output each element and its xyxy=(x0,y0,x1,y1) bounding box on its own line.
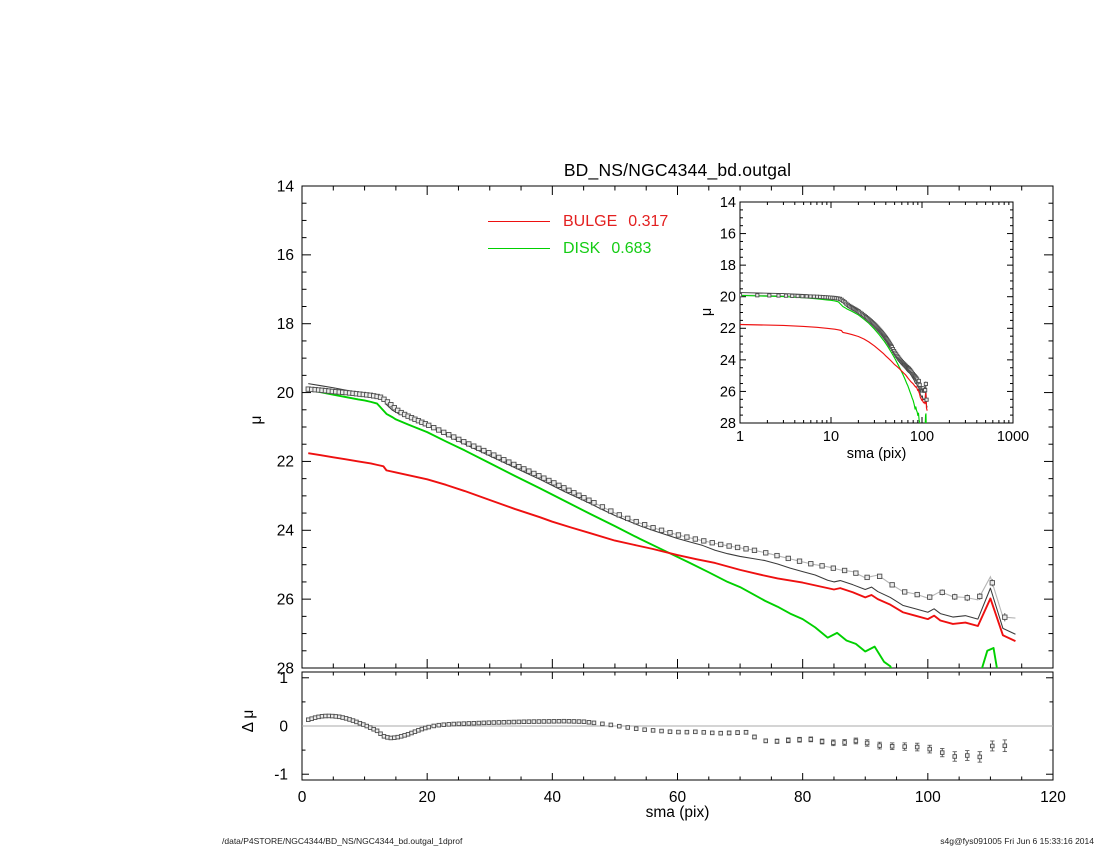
legend: BULGE 0.317 DISK 0.683 xyxy=(488,208,668,262)
legend-label: DISK xyxy=(563,239,601,257)
main-panel: 14 16 18 20 22 24 26 28 xyxy=(277,178,1054,677)
tick-label: 28 xyxy=(720,416,736,432)
tick-label: 0 xyxy=(298,789,307,806)
legend-item-disk: DISK 0.683 xyxy=(488,235,668,262)
residual-panel: 0 20 40 60 80 100 120 1 0 -1 xyxy=(274,670,1066,806)
legend-value: 0.317 xyxy=(628,212,669,230)
legend-value: 0.683 xyxy=(611,239,652,257)
x-axis-label: sma (pix) xyxy=(645,804,710,821)
tick-label: 120 xyxy=(1040,789,1066,806)
tick-label: 20 xyxy=(419,789,437,806)
tick-label: 26 xyxy=(720,384,736,400)
bulge-line xyxy=(740,323,928,411)
tick-label: 20 xyxy=(277,385,295,402)
tick-label: 14 xyxy=(277,178,295,195)
inset-x-axis-label: sma (pix) xyxy=(846,446,907,462)
inset-panel: 1 10 100 1000 14 16 18 20 22 24 26 28 xyxy=(720,195,1029,445)
tick-label: 60 xyxy=(669,789,687,806)
tick-label: 22 xyxy=(277,454,294,471)
disk-line-swatch xyxy=(488,247,550,250)
tick-label: 100 xyxy=(915,789,941,806)
tick-label: 28 xyxy=(277,660,294,677)
observed-line xyxy=(740,294,928,401)
tick-label: 24 xyxy=(720,353,736,369)
tick-label: 18 xyxy=(277,316,294,333)
tick-label: 16 xyxy=(277,247,294,264)
residual-markers xyxy=(306,713,1008,763)
tick-label: 24 xyxy=(277,523,295,540)
disk-line xyxy=(740,294,927,423)
observed-markers xyxy=(305,386,1008,622)
residual-y-axis-label: Δ μ xyxy=(240,709,257,733)
tick-label: 40 xyxy=(544,789,562,806)
total-model-line xyxy=(740,292,928,408)
tick-label: 16 xyxy=(720,227,736,243)
observed-markers xyxy=(740,293,929,402)
tick-label: 22 xyxy=(720,321,736,337)
footer-signature: s4g@fys091005 Fri Jun 6 15:33:16 2014 xyxy=(940,836,1094,846)
tick-label: 10 xyxy=(823,429,839,445)
tick-label: 80 xyxy=(794,789,812,806)
y-axis-label: μ xyxy=(248,415,265,425)
footer-file-path: /data/P4STORE/NGC4344/BD_NS/NGC4344_bd.o… xyxy=(222,836,463,846)
tick-label: 1000 xyxy=(997,429,1029,445)
tick-label: 100 xyxy=(910,429,934,445)
bulge-line xyxy=(308,452,1016,643)
tick-label: -1 xyxy=(274,766,288,783)
tick-label: 18 xyxy=(720,258,736,274)
tick-label: 26 xyxy=(277,591,294,608)
tick-label: 1 xyxy=(736,429,744,445)
tick-label: 1 xyxy=(279,670,288,687)
page-title: BD_NS/NGC4344_bd.outgal xyxy=(563,160,792,180)
legend-item-bulge: BULGE 0.317 xyxy=(488,208,668,235)
bulge-line-swatch xyxy=(488,220,550,223)
legend-label: BULGE xyxy=(563,212,618,230)
tick-label: 14 xyxy=(720,195,736,211)
tick-label: 0 xyxy=(279,718,288,735)
disk-line xyxy=(308,388,998,668)
inset-y-axis-label: μ xyxy=(699,307,715,317)
tick-label: 20 xyxy=(720,290,736,306)
